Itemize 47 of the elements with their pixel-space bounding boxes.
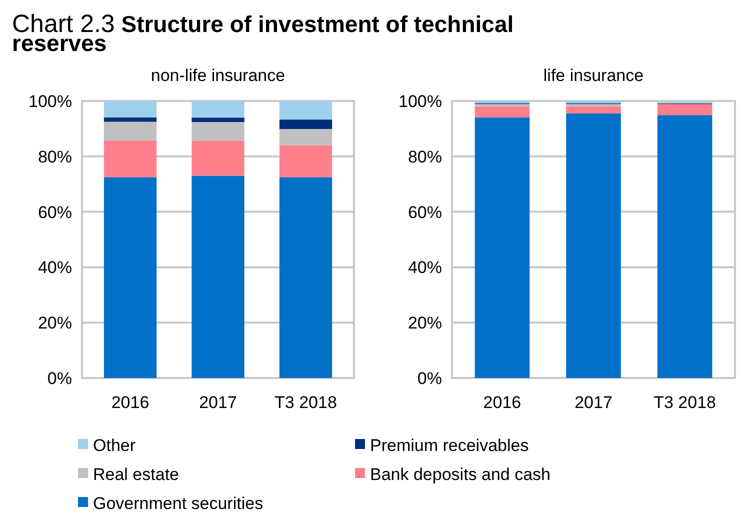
y-tick-label: 80% — [408, 147, 442, 166]
bar — [657, 115, 712, 378]
bar — [192, 122, 244, 141]
bar — [474, 117, 530, 378]
x-tick-label: T3 2018 — [654, 393, 716, 412]
bar — [104, 101, 157, 118]
x-tick-label: T3 2018 — [274, 393, 337, 412]
x-tick-label: 2016 — [111, 393, 150, 412]
chart-subtitle: life insurance — [543, 66, 644, 85]
bar — [104, 140, 157, 178]
bar — [104, 122, 157, 140]
bar — [279, 145, 332, 178]
y-tick-label: 60% — [408, 202, 442, 222]
bar — [474, 106, 530, 118]
legend-label: Premium receivables — [370, 436, 529, 455]
bar — [192, 118, 244, 122]
x-tick-label: 2017 — [574, 393, 612, 412]
bar — [192, 176, 244, 378]
bar — [566, 113, 621, 378]
y-tick-label: 20% — [408, 314, 442, 333]
y-tick-label: 0% — [417, 368, 442, 388]
bar — [279, 101, 332, 120]
chart-subtitle: non-life insurance — [150, 66, 286, 85]
y-tick-label: 0% — [47, 368, 72, 388]
y-tick-label: 40% — [38, 258, 72, 278]
legend-label: Bank deposits and cash — [370, 464, 551, 484]
legend-label: Other — [93, 436, 136, 455]
x-tick-label: 2016 — [483, 393, 522, 412]
bar — [566, 106, 621, 114]
chart-title: Chart 2.3 Structure of investment of technical reserves — [12, 10, 514, 56]
legend-label: Real estate — [93, 464, 179, 484]
x-tick-label: 2017 — [199, 393, 237, 412]
bar — [104, 177, 157, 378]
bar — [657, 104, 712, 116]
y-tick-label: 20% — [38, 314, 72, 333]
bar — [192, 140, 244, 176]
bar — [279, 128, 332, 146]
bar — [279, 177, 332, 378]
y-tick-label: 100% — [398, 92, 442, 111]
bar — [279, 120, 332, 129]
bar — [192, 101, 244, 118]
legend-label: Government securities — [93, 494, 264, 513]
y-tick-label: 100% — [28, 92, 72, 111]
y-tick-label: 60% — [38, 202, 72, 222]
y-tick-label: 40% — [408, 258, 442, 278]
bar — [104, 117, 157, 122]
y-tick-label: 80% — [38, 147, 72, 166]
